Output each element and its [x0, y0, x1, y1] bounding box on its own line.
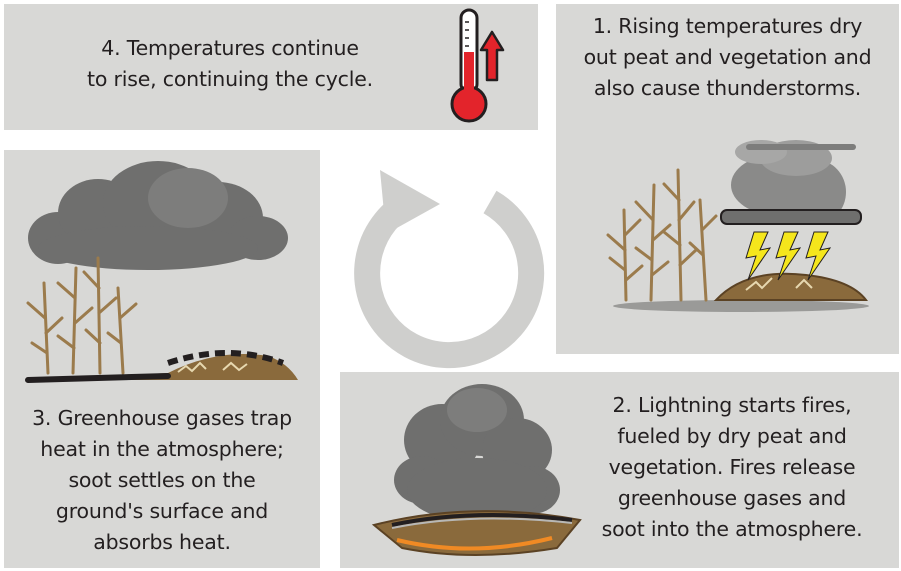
dead-tree-icon	[606, 168, 718, 302]
caption-line: 2. Lightning starts fires,	[612, 393, 852, 417]
caption-line: heat in the atmosphere;	[40, 437, 284, 461]
caption-line: vegetation. Fires release	[608, 455, 856, 479]
caption-line: greenhouse gases and	[617, 486, 847, 510]
caption-line: 3. Greenhouse gases trap	[32, 406, 292, 430]
caption-line: out peat and vegetation and	[583, 45, 872, 69]
lightning-bolt-icon	[745, 231, 832, 281]
caption-line: fueled by dry peat and	[617, 424, 847, 448]
soot-layer	[28, 354, 298, 380]
dry-peat	[713, 272, 869, 301]
step-3-caption: 3. Greenhouse gases trap heat in the atm…	[4, 403, 320, 558]
up-arrow-icon	[479, 30, 505, 82]
caption-line: ground's surface and	[55, 499, 269, 523]
caption-line: also cause thunderstorms.	[593, 76, 862, 100]
caption-line: soot into the atmosphere.	[601, 517, 863, 541]
step-2-caption: 2. Lightning starts fires, fueled by dry…	[572, 390, 892, 545]
caption-line: 4. Temperatures continue	[101, 36, 359, 60]
step-4-caption: 4. Temperatures continue to rise, contin…	[50, 33, 410, 95]
thermometer-icon	[450, 8, 488, 123]
cycle-arrow-icon	[354, 170, 545, 369]
caption-line: to rise, continuing the cycle.	[87, 67, 373, 91]
smoke-plume	[394, 384, 560, 522]
ground-shadow	[613, 300, 869, 312]
cloud-icon	[28, 161, 288, 270]
caption-line: soot settles on the	[68, 468, 256, 492]
step-1-illustration	[606, 140, 869, 312]
caption-line: absorbs heat.	[93, 530, 231, 554]
step-2-illustration	[371, 384, 582, 556]
cloud-icon	[720, 140, 862, 225]
panel-step-4	[4, 4, 538, 130]
step-1-caption: 1. Rising temperatures dry out peat and …	[556, 11, 899, 104]
step-3-illustration	[25, 161, 298, 383]
dead-tree-icon	[26, 256, 138, 375]
caption-line: 1. Rising temperatures dry	[592, 14, 863, 38]
